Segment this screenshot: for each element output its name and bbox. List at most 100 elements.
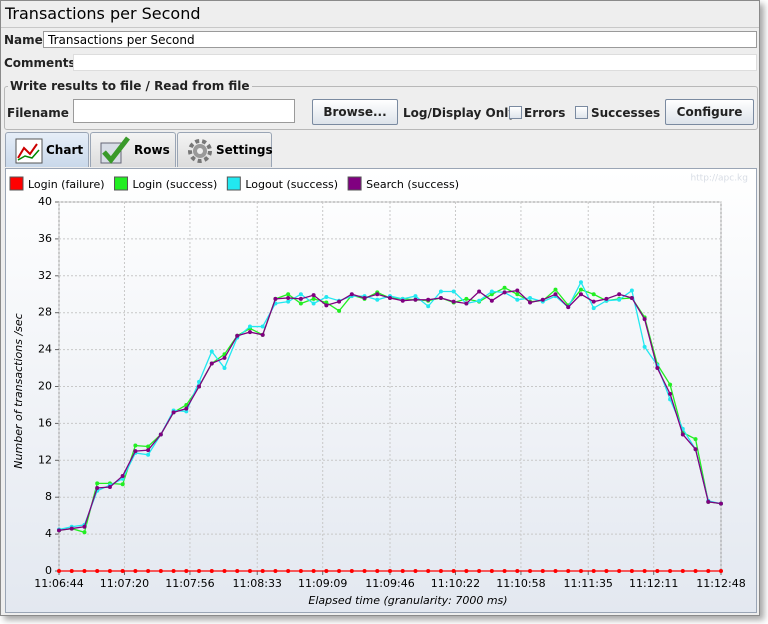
data-point: [197, 384, 202, 389]
legend-swatch: [114, 176, 129, 191]
data-point: [362, 295, 367, 300]
data-point: [349, 292, 354, 297]
data-point: [324, 569, 329, 573]
data-point: [133, 443, 138, 448]
name-input[interactable]: Transactions per Second: [43, 31, 757, 48]
successes-checkbox[interactable]: [575, 106, 588, 119]
data-point: [120, 482, 125, 487]
data-point: [298, 301, 303, 306]
data-point: [362, 569, 367, 573]
filename-input[interactable]: [73, 99, 295, 123]
data-point: [286, 299, 291, 304]
data-point: [413, 569, 418, 573]
data-point: [719, 501, 723, 506]
data-point: [489, 298, 494, 303]
y-tick-label: 32: [38, 269, 52, 282]
data-point: [578, 287, 583, 292]
chart-icon: [15, 138, 43, 164]
chart-tab[interactable]: Chart: [5, 132, 89, 167]
data-point: [693, 447, 698, 452]
data-point: [82, 530, 87, 535]
data-point: [604, 569, 609, 573]
data-point: [133, 449, 138, 454]
data-point: [515, 569, 520, 573]
data-point: [337, 569, 342, 573]
x-tick-label: 11:07:56: [165, 577, 214, 590]
y-tick-label: 36: [38, 232, 52, 245]
data-point: [375, 297, 380, 302]
data-point: [400, 298, 405, 303]
data-point: [693, 569, 698, 573]
data-point: [324, 300, 329, 305]
data-point: [515, 288, 520, 293]
data-point: [197, 379, 202, 384]
settings-tab[interactable]: Settings: [177, 132, 273, 167]
data-point: [655, 569, 660, 573]
data-point: [133, 569, 138, 573]
data-point: [591, 569, 596, 573]
data-point: [324, 295, 329, 300]
data-point: [120, 473, 125, 478]
data-point: [502, 290, 507, 295]
data-point: [146, 444, 151, 449]
x-tick-label: 11:06:44: [34, 577, 83, 590]
configure-button[interactable]: Configure: [665, 99, 754, 125]
data-point: [668, 391, 673, 396]
data-point: [171, 410, 176, 415]
data-point: [197, 569, 202, 573]
y-tick-label: 8: [45, 490, 52, 503]
data-point: [311, 569, 316, 573]
data-point: [578, 292, 583, 297]
data-point: [642, 569, 647, 573]
x-tick-label: 11:08:33: [233, 577, 282, 590]
data-point: [209, 361, 214, 366]
legend-swatch: [9, 176, 24, 191]
data-point: [120, 569, 125, 573]
data-point: [578, 569, 583, 573]
browse-button[interactable]: Browse...: [312, 99, 398, 125]
data-point: [566, 305, 571, 310]
data-point: [337, 299, 342, 304]
data-point: [107, 485, 112, 490]
data-point: [222, 366, 227, 371]
data-point: [629, 288, 634, 293]
data-point: [553, 292, 558, 297]
data-point: [273, 569, 278, 573]
y-tick-label: 20: [38, 380, 52, 393]
comments-input[interactable]: [73, 54, 757, 71]
data-point: [375, 569, 380, 573]
data-point: [286, 292, 291, 297]
data-point: [146, 452, 151, 457]
errors-checkbox[interactable]: [509, 106, 522, 119]
rows-tab[interactable]: Rows: [90, 132, 176, 167]
data-point: [298, 292, 303, 297]
data-point: [82, 524, 87, 529]
data-point: [528, 569, 533, 573]
x-tick-label: 11:10:58: [496, 577, 545, 590]
data-point: [438, 289, 443, 294]
y-axis-label: Number of transactions /sec: [12, 313, 25, 468]
data-point: [477, 569, 482, 573]
data-point: [273, 296, 278, 301]
data-point: [413, 297, 418, 302]
data-point: [438, 295, 443, 300]
separator: [1, 27, 759, 28]
chart-background: [6, 169, 756, 612]
data-point: [171, 569, 176, 573]
data-point: [82, 569, 87, 573]
x-tick-label: 11:07:20: [100, 577, 149, 590]
data-point: [477, 298, 482, 303]
data-point: [426, 304, 431, 309]
data-point: [120, 476, 125, 481]
data-point: [502, 569, 507, 573]
data-point: [146, 448, 151, 453]
data-point: [286, 569, 291, 573]
data-point: [286, 295, 291, 300]
data-point: [629, 295, 634, 300]
data-point: [95, 569, 100, 573]
tab-label: Settings: [216, 143, 273, 157]
watermark: http://apc.kg: [690, 174, 748, 184]
y-tick-label: 24: [38, 343, 52, 356]
data-point: [553, 569, 558, 573]
data-point: [260, 569, 265, 573]
